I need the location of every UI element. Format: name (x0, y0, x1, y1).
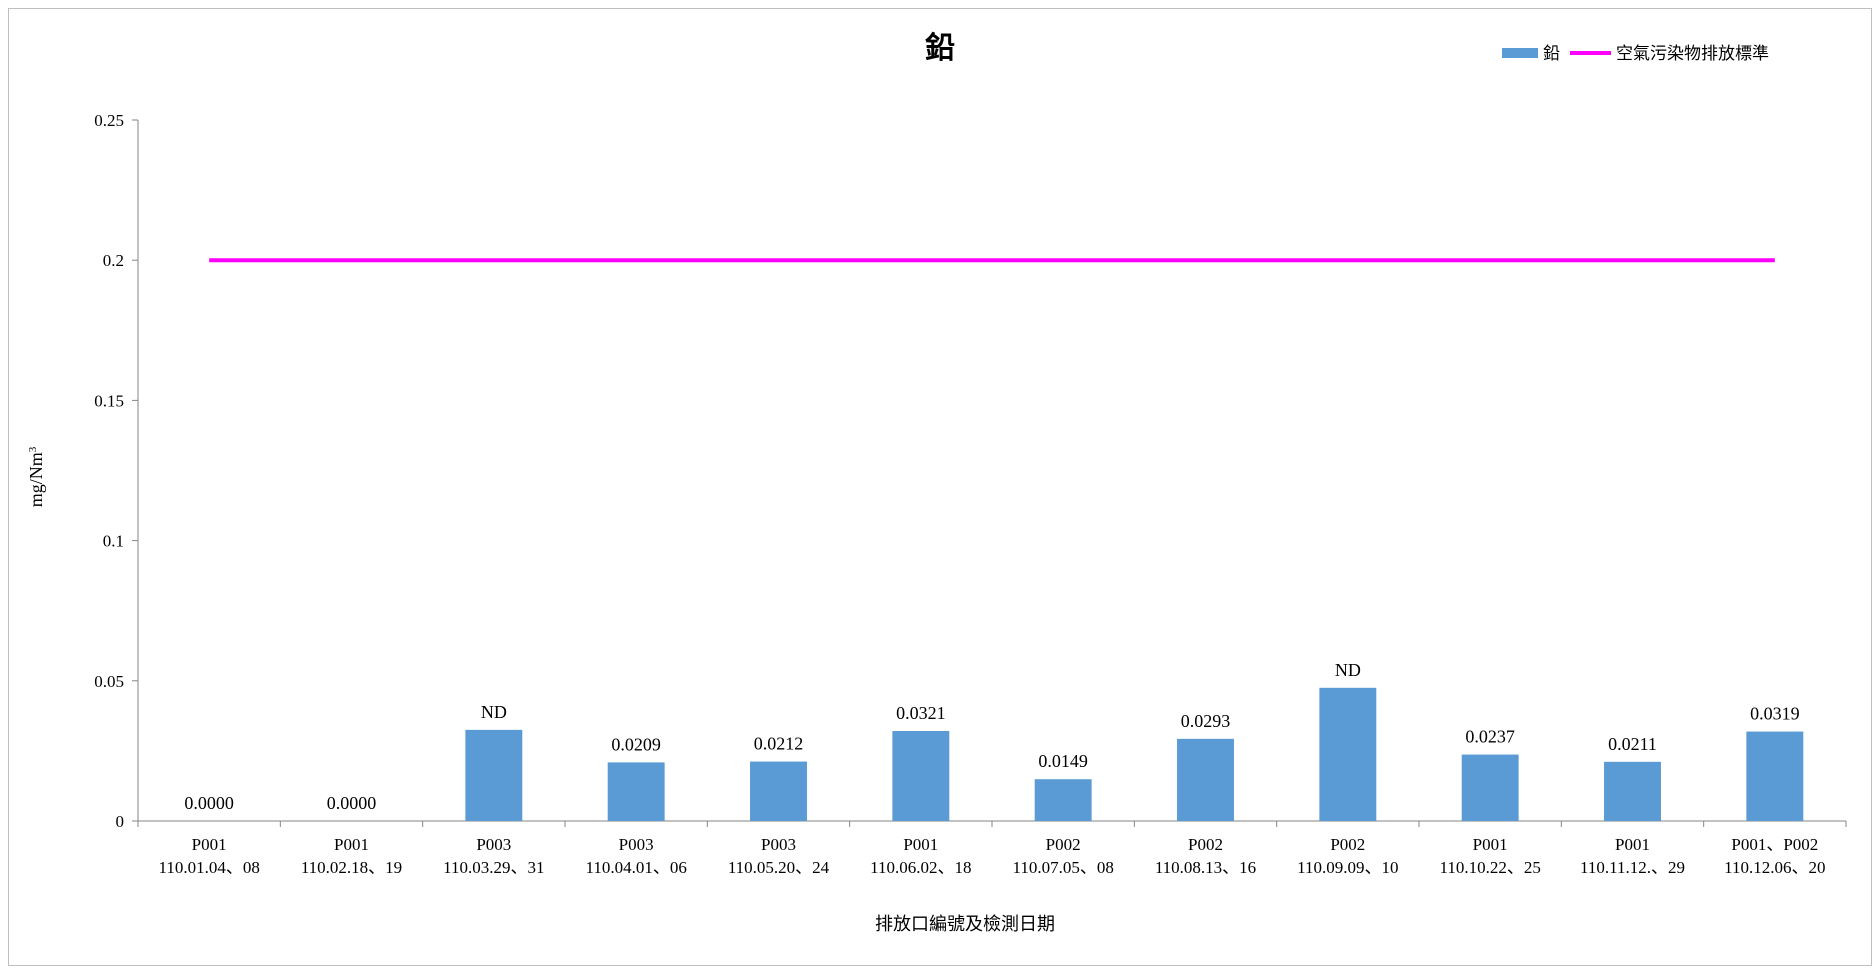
x-tick-label-outlet: P001 (903, 835, 938, 854)
bar (607, 762, 665, 821)
x-tick-label-outlet: P001 (192, 835, 227, 854)
y-axis-title: mg/Nm3 (26, 446, 46, 507)
x-tick-label-outlet: P001 (1473, 835, 1508, 854)
y-tick-label: 0.05 (94, 672, 124, 691)
x-tick-label-outlet: P002 (1330, 835, 1365, 854)
x-tick-label-date: 110.08.13、16 (1155, 858, 1256, 877)
x-tick-label-date: 110.05.20、24 (728, 858, 830, 877)
data-label: 0.0237 (1465, 727, 1515, 747)
data-label: 0.0319 (1750, 704, 1800, 724)
y-tick-labels: 0 0.05 0.1 0.15 0.2 0.25 (94, 111, 124, 831)
y-axis-title-superscript: 3 (27, 446, 39, 452)
legend: 鉛 空氣污染物排放標準 (1502, 44, 1769, 63)
data-label: 0.0321 (896, 703, 946, 723)
bar (465, 729, 523, 821)
x-tick-label-outlet: P001 (1615, 835, 1650, 854)
x-tick-label-outlet: P003 (761, 835, 796, 854)
axes (132, 119, 1847, 827)
y-tick-label: 0.15 (94, 391, 124, 410)
bar-series (465, 687, 1804, 821)
x-tick-label-outlet: P003 (619, 835, 654, 854)
legend-swatch-bar (1502, 48, 1538, 58)
x-tick-label-outlet: P002 (1046, 835, 1081, 854)
x-axis-title: 排放口編號及檢測日期 (875, 914, 1055, 934)
x-tick-label-date: 110.04.01、06 (585, 858, 686, 877)
y-axis-title-text: mg/Nm (26, 452, 46, 507)
x-tick-labels: P001 110.01.04、08 P001 110.02.18、19 P003 110.… (158, 835, 1825, 877)
x-tick-label-outlet: P001 (334, 835, 369, 854)
data-label: ND (1335, 660, 1361, 680)
bar (1319, 687, 1377, 821)
data-label: 0.0211 (1608, 734, 1657, 754)
x-tick-label-date: 110.02.18、19 (301, 858, 402, 877)
x-tick-label-date: 110.09.09、10 (1297, 858, 1398, 877)
bar (1604, 761, 1661, 821)
data-label: ND (481, 702, 507, 722)
x-tick-label-date: 110.06.02、18 (870, 858, 971, 877)
y-tick-label: 0.1 (103, 532, 124, 551)
data-label: 0.0149 (1038, 751, 1088, 771)
data-label: 0.0000 (184, 793, 234, 813)
bar (750, 761, 807, 821)
x-tick-label-date: 110.03.29、31 (443, 858, 544, 877)
legend-label-bar: 鉛 (1543, 44, 1560, 63)
data-label: 0.0000 (327, 793, 377, 813)
bar (892, 730, 950, 821)
chart-frame (8, 8, 1872, 966)
bar (1461, 754, 1519, 821)
x-tick-label-outlet: P002 (1188, 835, 1223, 854)
bar (1177, 738, 1234, 821)
x-tick-label-date: 110.01.04、08 (158, 858, 259, 877)
bar (1746, 731, 1804, 821)
y-tick-label: 0 (116, 812, 125, 831)
x-tick-label-date: 110.10.22、25 (1439, 858, 1540, 877)
data-label: 0.0293 (1181, 711, 1231, 731)
x-tick-label-date: 110.07.05、08 (1012, 858, 1113, 877)
data-labels: 0.0000 0.0000 ND 0.0209 0.0212 0.0321 0.0149 0.… (184, 660, 1799, 813)
y-tick-label: 0.25 (94, 111, 124, 130)
x-tick-label-outlet: P001、P002 (1731, 835, 1818, 854)
bar (1034, 779, 1092, 821)
x-tick-label-date: 110.12.06、20 (1724, 858, 1825, 877)
x-tick-label-date: 110.11.12.、29 (1580, 858, 1685, 877)
legend-label-line: 空氣污染物排放標準 (1616, 44, 1769, 63)
y-tick-label: 0.2 (103, 251, 124, 270)
data-label: 0.0209 (611, 734, 661, 754)
x-tick-label-outlet: P003 (476, 835, 511, 854)
chart-title: 鉛 (925, 31, 955, 65)
data-label: 0.0212 (754, 734, 804, 754)
